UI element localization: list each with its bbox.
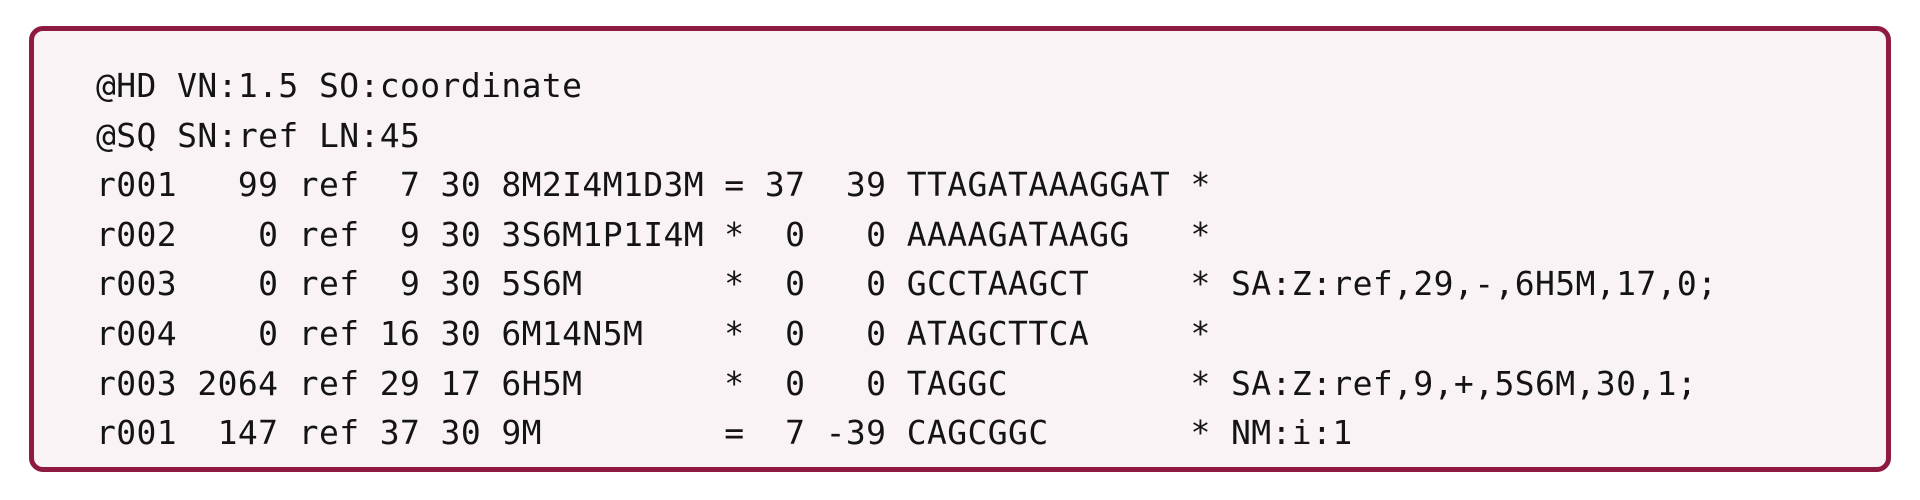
alignment-line: r003 0 ref 9 30 5S6M * 0 0 GCCTAAGCT * S… <box>96 264 1718 304</box>
alignment-line: r003 2064 ref 29 17 6H5M * 0 0 TAGGC * S… <box>96 363 1698 403</box>
alignment-line: r002 0 ref 9 30 3S6M1P1I4M * 0 0 AAAAGAT… <box>96 214 1211 254</box>
alignment-line: r001 147 ref 37 30 9M = 7 -39 CAGCGGC * … <box>96 413 1353 453</box>
sam-example-panel: @HD VN:1.5 SO:coordinate @SQ SN:ref LN:4… <box>29 26 1891 472</box>
alignment-line: r004 0 ref 16 30 6M14N5M * 0 0 ATAGCTTCA… <box>96 313 1211 353</box>
header-line-hd: @HD VN:1.5 SO:coordinate <box>96 66 583 105</box>
header-line-sq: @SQ SN:ref LN:45 <box>96 115 421 155</box>
sam-record-list: @HD VN:1.5 SO:coordinate @SQ SN:ref LN:4… <box>96 61 1717 458</box>
alignment-line: r001 99 ref 7 30 8M2I4M1D3M = 37 39 TTAG… <box>96 165 1211 205</box>
